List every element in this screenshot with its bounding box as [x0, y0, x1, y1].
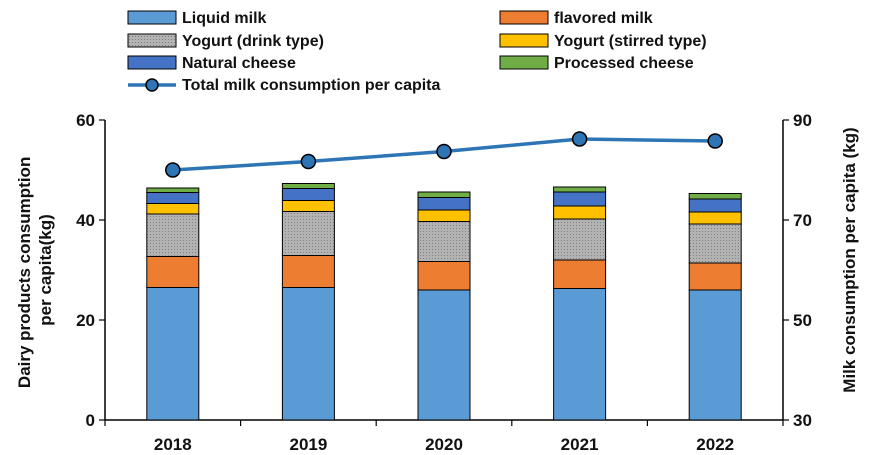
bar-segment	[553, 259, 607, 289]
legend: Liquid milk flavored milk Yogurt (drink ty…	[127, 10, 707, 94]
legend-label: Total milk consumption per capita	[182, 77, 441, 94]
right-tick-label: 90	[793, 111, 812, 130]
bar-segment	[146, 192, 200, 204]
legend-label: Processed cheese	[554, 55, 694, 72]
line-point	[571, 131, 588, 147]
right-tick-label: 70	[793, 211, 812, 230]
x-tick-label: 2020	[425, 435, 463, 454]
bar-segment	[146, 287, 200, 421]
x-tick-label: 2022	[696, 435, 734, 454]
legend-label: flavored milk	[554, 10, 653, 27]
bar-segment	[417, 261, 471, 291]
x-tick-label: 2019	[289, 435, 327, 454]
bar-segment	[281, 255, 335, 288]
x-tick-label: 2018	[154, 435, 192, 454]
right-tick-label: 50	[793, 311, 812, 330]
bar-segment	[688, 223, 742, 264]
bar-segment	[417, 289, 471, 421]
bar-segment	[146, 203, 200, 215]
legend-label: Liquid milk	[182, 10, 267, 27]
bar-segment	[417, 197, 471, 211]
legend-line-marker	[145, 78, 159, 92]
legend-swatch	[127, 10, 177, 25]
left-tick-label: 20	[76, 311, 95, 330]
bar-segment	[281, 200, 335, 212]
bar-segment	[688, 262, 742, 291]
left-axis-title-line-2: per capita(kg)	[36, 214, 55, 325]
bar-segment	[281, 211, 335, 256]
right-tick-label: 30	[793, 411, 812, 430]
legend-label: Yogurt (stirred type)	[554, 33, 707, 50]
bar-segment	[146, 256, 200, 288]
bar-segment	[281, 287, 335, 421]
line-point	[707, 133, 723, 149]
bar-segment	[417, 221, 471, 262]
left-axis-title: Dairy products consumption per capita(kg…	[15, 152, 55, 388]
legend-swatch	[127, 33, 177, 48]
bar-segment	[553, 218, 607, 261]
legend-swatch	[127, 55, 177, 70]
line-point	[436, 143, 452, 160]
bar-segment	[146, 213, 200, 257]
legend-swatch	[499, 55, 549, 70]
bar-segment	[553, 191, 607, 207]
legend-swatch	[499, 10, 549, 25]
legend-label: Yogurt (drink type)	[182, 33, 324, 50]
x-tick-label: 2021	[561, 435, 599, 454]
bar-segment	[688, 193, 742, 200]
left-tick-label: 40	[76, 211, 95, 230]
axes: 0 20 40 60 30 50 70 90 2018 2019 2020 2021 2022	[76, 111, 812, 454]
legend-label: Natural cheese	[182, 55, 296, 72]
right-axis-title: Milk consumption per capita (kg)	[840, 127, 859, 392]
bar-segment	[417, 191, 471, 198]
line-point	[165, 162, 181, 178]
left-tick-label: 60	[76, 111, 95, 130]
legend-swatch	[499, 33, 549, 48]
bars	[146, 183, 742, 421]
line-layer	[165, 131, 723, 178]
bar-segment	[281, 183, 335, 189]
bar-segment	[553, 205, 607, 220]
bar-segment	[553, 288, 607, 421]
line-point	[300, 153, 317, 170]
bar-segment	[688, 289, 742, 421]
left-axis-title-line-1: Dairy products consumption	[15, 157, 34, 388]
bar-segment	[688, 198, 742, 213]
bar-segment	[281, 188, 335, 201]
bar-segment	[688, 211, 742, 225]
bar-segment	[553, 186, 607, 193]
bar-segment	[146, 187, 200, 193]
bar-segment	[417, 209, 471, 222]
left-tick-label: 0	[86, 411, 95, 430]
